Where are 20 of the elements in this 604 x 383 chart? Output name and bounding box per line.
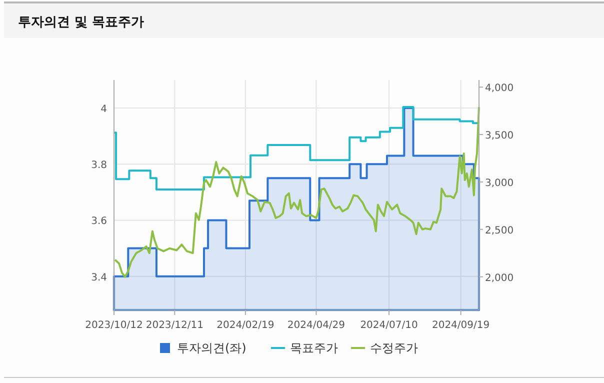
x-tick-label: 2023/10/12 — [85, 320, 143, 331]
x-tick-label: 2024/09/19 — [432, 320, 490, 331]
y2-tick-label: 3,000 — [485, 178, 514, 189]
line-series — [114, 106, 480, 278]
legend-label: 수정주가 — [370, 341, 418, 355]
y2-tick-label: 3,500 — [485, 130, 514, 142]
y2-tick-label: 2,500 — [485, 225, 514, 236]
x-tick-label: 2024/07/10 — [360, 320, 418, 331]
legend-label: 목표주가 — [290, 341, 338, 355]
x-tick-label: 2024/02/19 — [216, 320, 274, 331]
x-tick-label: 2024/04/29 — [287, 320, 346, 331]
y2-tick-label: 2,000 — [485, 272, 514, 284]
y-tick-label: 3.6 — [91, 216, 107, 228]
y-tick-label: 3.4 — [91, 272, 107, 284]
y2-tick-label: 4,000 — [485, 83, 514, 94]
legend-label: 투자의견(좌) — [177, 341, 246, 355]
y-tick-label: 4 — [100, 104, 107, 116]
chart-title: 투자의견 및 목표주가 — [18, 15, 144, 30]
x-tick-label: 2023/12/11 — [146, 320, 204, 331]
y-tick-label: 3.8 — [91, 160, 107, 172]
